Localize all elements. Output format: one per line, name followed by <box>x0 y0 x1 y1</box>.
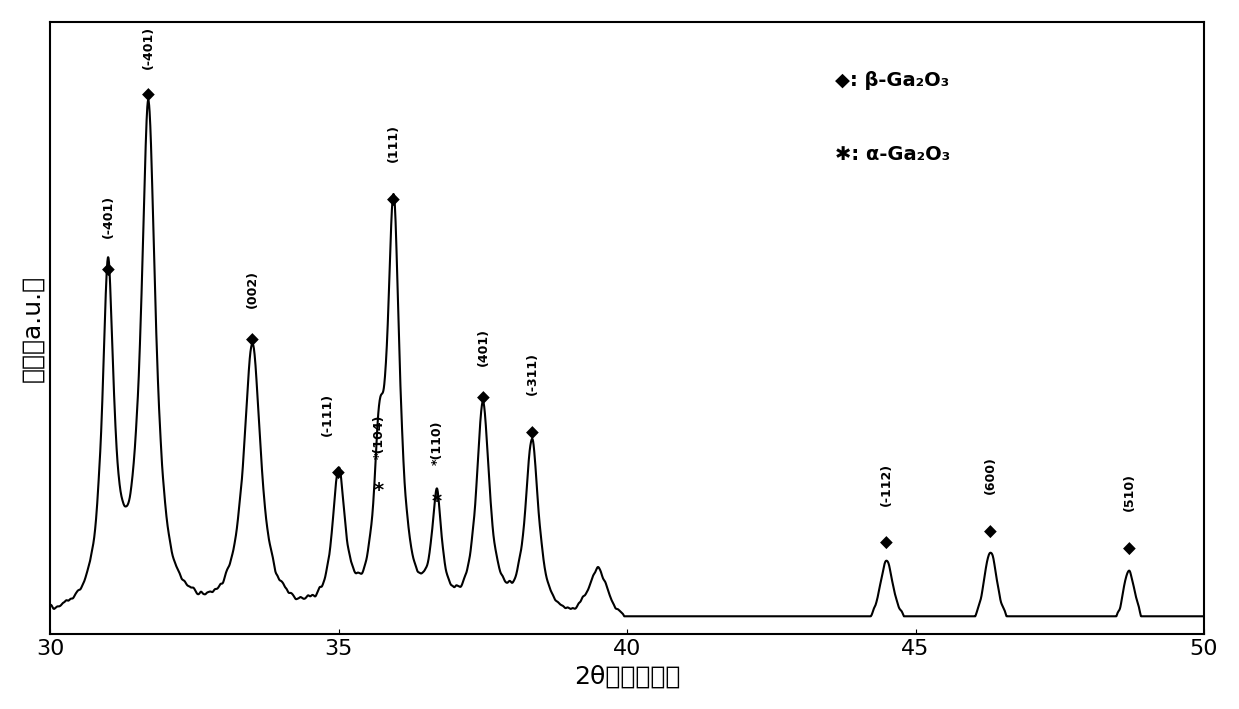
Text: ◆: ◆ <box>332 464 346 482</box>
Text: (-401): (-401) <box>102 195 114 238</box>
Text: ◆: ◆ <box>142 86 155 104</box>
Text: (-111): (-111) <box>321 393 333 436</box>
Text: (510): (510) <box>1123 474 1135 511</box>
Text: ◆: ◆ <box>388 191 400 208</box>
Text: *: * <box>431 493 442 511</box>
X-axis label: 2θ（角度　）: 2θ（角度 ） <box>574 664 680 688</box>
Text: (111): (111) <box>387 124 400 162</box>
Text: ◆: ◆ <box>477 389 489 407</box>
Text: ◆: β-Ga₂O₃: ◆: β-Ga₂O₃ <box>835 72 949 90</box>
Text: *(104): *(104) <box>373 415 385 459</box>
Text: ◆: ◆ <box>245 330 259 348</box>
Text: (401): (401) <box>477 328 489 366</box>
Text: *(110): *(110) <box>430 420 444 465</box>
Text: ✱: α-Ga₂O₃: ✱: α-Ga₂O₃ <box>835 145 950 164</box>
Text: (600): (600) <box>984 456 997 494</box>
Text: ◆: ◆ <box>525 423 539 442</box>
Text: (-401): (-401) <box>142 26 155 69</box>
Text: ◆: ◆ <box>1123 540 1135 558</box>
Text: ◆: ◆ <box>102 261 114 279</box>
Text: (-311): (-311) <box>525 352 539 395</box>
Text: ◆: ◆ <box>881 535 893 552</box>
Text: *: * <box>374 481 384 500</box>
Text: (-112): (-112) <box>880 462 893 506</box>
Text: (002): (002) <box>245 269 259 308</box>
Y-axis label: 强度（a.u.）: 强度（a.u.） <box>21 274 45 381</box>
Text: ◆: ◆ <box>984 523 997 540</box>
